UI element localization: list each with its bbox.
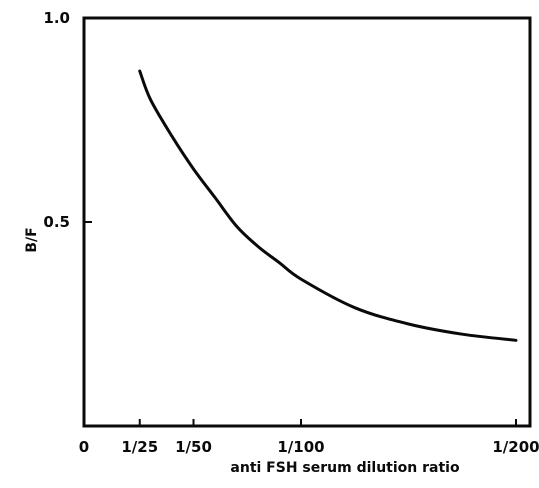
y-axis-title: B/F xyxy=(24,227,40,252)
x-tick-label: 0 xyxy=(79,438,89,456)
x-tick-label: 1/100 xyxy=(277,438,324,456)
y-tick-group: 1.0 0.5 xyxy=(43,9,92,231)
x-tick-label: 1/50 xyxy=(175,438,212,456)
series-layer xyxy=(138,69,518,342)
y-tick-label: 1.0 xyxy=(43,9,70,27)
x-axis-title: anti FSH serum dilution ratio xyxy=(230,460,460,476)
x-tick-label: 1/200 xyxy=(492,438,539,456)
x-tick-group: 0 1/25 1/50 1/100 1/200 xyxy=(79,419,539,456)
y-tick-label: 0.5 xyxy=(43,213,70,231)
plot-frame xyxy=(82,16,532,428)
x-tick-label: 1/25 xyxy=(121,438,158,456)
series-line xyxy=(138,69,518,342)
